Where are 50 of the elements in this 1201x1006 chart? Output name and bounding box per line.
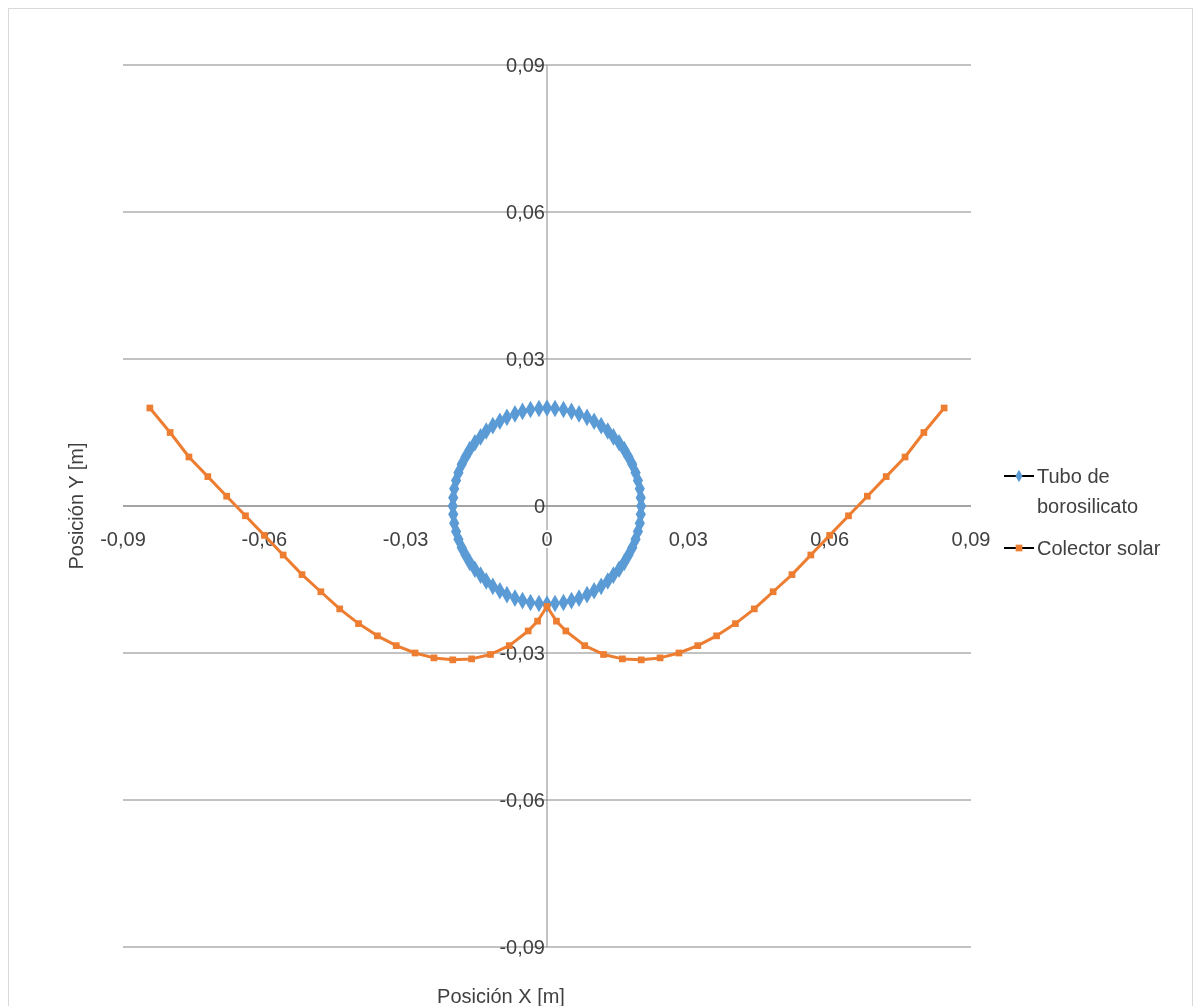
y-tick-label: -0,06 — [499, 789, 545, 811]
point — [713, 632, 720, 640]
point — [553, 617, 560, 625]
point — [940, 404, 948, 412]
x-tick-label: -0,03 — [382, 528, 429, 550]
point — [694, 642, 702, 649]
point — [487, 651, 494, 658]
point — [882, 473, 890, 480]
point — [242, 512, 249, 520]
point — [581, 642, 589, 649]
point — [769, 588, 777, 596]
point — [732, 620, 739, 627]
point — [374, 632, 381, 640]
point — [788, 571, 796, 578]
point — [807, 551, 815, 559]
point — [317, 588, 325, 596]
point — [600, 651, 607, 658]
point — [468, 655, 475, 663]
y-tick-label: 0 — [533, 495, 545, 517]
point — [166, 429, 174, 436]
x-tick-label: 0,09 — [951, 528, 991, 550]
point — [845, 512, 852, 520]
point — [298, 571, 306, 578]
legend-label: Tubo de borosilicato — [1037, 465, 1139, 517]
point — [524, 627, 532, 635]
point — [336, 605, 344, 613]
legend-label: Colector solar — [1037, 537, 1161, 559]
point — [750, 605, 758, 613]
point — [543, 603, 551, 610]
point — [562, 627, 570, 635]
point — [355, 620, 362, 627]
y-tick-label: -0,09 — [499, 936, 545, 958]
x-tick-label: 0,03 — [668, 528, 708, 550]
point — [534, 617, 541, 625]
point — [146, 404, 154, 412]
point — [449, 656, 457, 664]
point — [619, 655, 626, 663]
point — [223, 492, 230, 500]
y-axis-title: Posición Y [m] — [65, 442, 87, 570]
y-tick-label: 0,09 — [506, 54, 545, 76]
point — [920, 429, 928, 436]
point — [279, 551, 287, 559]
y-tick-label: -0,03 — [499, 642, 545, 664]
point — [392, 642, 400, 649]
point — [204, 473, 212, 480]
point — [637, 656, 645, 664]
x-tick-label: -0,09 — [100, 528, 146, 550]
y-tick-label: 0,06 — [506, 201, 545, 223]
y-tick-label: 0,03 — [506, 348, 545, 370]
point — [864, 492, 871, 500]
